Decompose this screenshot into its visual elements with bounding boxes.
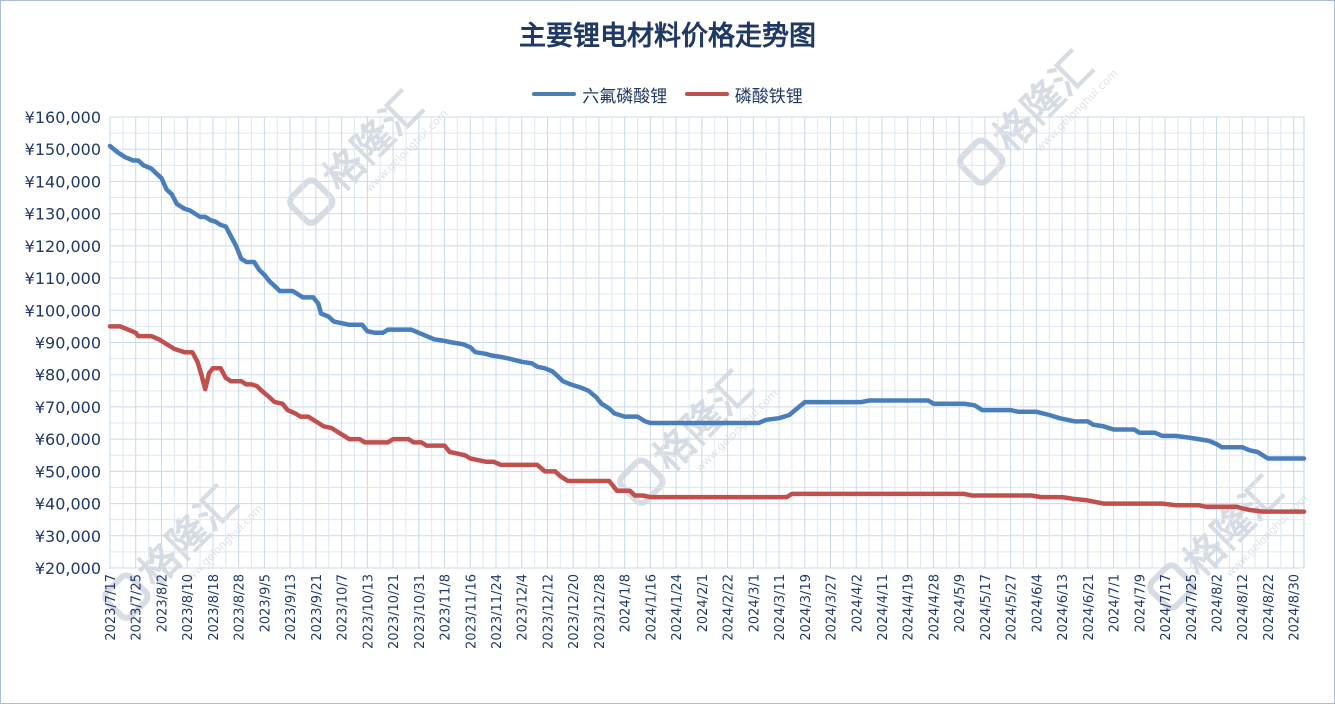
y-tick-label: ¥140,000	[25, 172, 101, 191]
x-tick-label: 2024/6/21	[1082, 574, 1097, 641]
legend-label-series-2: 磷酸铁锂	[734, 86, 803, 107]
series-lines	[107, 143, 1307, 514]
x-tick-label: 2024/5/17	[979, 574, 994, 641]
x-tick-label: 2023/8/10	[181, 574, 196, 641]
y-tick-label: ¥80,000	[35, 366, 101, 385]
y-tick-label: ¥20,000	[35, 559, 101, 578]
y-tick-label: ¥110,000	[25, 269, 101, 288]
x-tick-label: 2024/6/4	[1030, 574, 1045, 632]
x-tick-label: 2024/1/24	[670, 574, 685, 641]
grid-lines	[109, 116, 1305, 569]
x-tick-label: 2023/10/31	[413, 574, 428, 649]
x-tick-label: 2024/8/12	[1236, 574, 1251, 641]
x-tick-label: 2023/8/2	[155, 574, 170, 632]
x-tick-label: 2024/4/2	[850, 574, 865, 632]
y-tick-label: ¥120,000	[25, 237, 101, 256]
x-tick-label: 2023/12/28	[593, 574, 608, 649]
y-axis-ticks: ¥160,000 ¥150,000 ¥140,000 ¥130,000 ¥120,000…	[25, 108, 101, 578]
x-tick-label: 2023/10/7	[336, 574, 351, 641]
gelonghui-logo-icon	[617, 457, 666, 506]
x-tick-label: 2024/4/28	[927, 574, 942, 641]
x-tick-label: 2024/3/11	[773, 574, 788, 641]
x-tick-label: 2024/5/27	[1005, 574, 1020, 641]
x-tick-label: 2024/8/30	[1288, 574, 1303, 641]
legend-label-series-1: 六氟磷酸锂	[582, 86, 668, 107]
x-tick-label: 2023/9/13	[284, 574, 299, 641]
x-tick-label: 2023/8/28	[233, 574, 248, 641]
gelonghui-logo-icon	[287, 177, 336, 226]
x-tick-label: 2023/7/25	[130, 574, 145, 641]
series-line-2[interactable]	[107, 324, 1307, 514]
legend-item-series-2[interactable]: 磷酸铁锂	[684, 82, 803, 107]
chart-legend: 六氟磷酸锂 磷酸铁锂	[0, 81, 1335, 107]
x-tick-label: 2024/1/8	[619, 574, 634, 632]
x-tick-label: 2024/3/19	[799, 574, 814, 641]
x-tick-label: 2024/2/22	[722, 574, 737, 641]
y-tick-label: ¥150,000	[25, 140, 101, 159]
y-tick-label: ¥50,000	[35, 462, 101, 481]
x-tick-label: 2023/11/8	[439, 574, 454, 641]
y-tick-label: ¥100,000	[25, 301, 101, 320]
x-tick-label: 2023/12/20	[567, 574, 582, 649]
y-tick-label: ¥70,000	[35, 398, 101, 417]
gelonghui-logo-icon	[102, 572, 151, 621]
y-tick-label: ¥90,000	[35, 334, 101, 353]
x-tick-label: 2024/4/19	[902, 574, 917, 641]
x-tick-label: 2024/3/1	[747, 574, 762, 632]
chart-title: 主要锂电材料价格走势图	[519, 21, 816, 52]
x-tick-label: 2024/6/13	[1056, 574, 1071, 641]
x-tick-label: 2023/12/4	[516, 574, 531, 641]
legend-swatch-series-1	[532, 92, 577, 96]
x-tick-label: 2023/11/24	[490, 574, 505, 649]
x-tick-label: 2024/7/1	[1108, 574, 1123, 632]
y-tick-label: ¥60,000	[35, 430, 101, 449]
x-tick-label: 2024/7/25	[1185, 574, 1200, 641]
gelonghui-logo-icon	[1147, 562, 1196, 611]
x-tick-label: 2024/8/22	[1262, 574, 1277, 641]
series-line-1[interactable]	[107, 143, 1307, 461]
x-tick-label: 2023/7/17	[104, 574, 119, 641]
x-tick-label: 2024/7/17	[1159, 574, 1174, 641]
x-tick-label: 2023/8/18	[207, 574, 222, 641]
x-tick-label: 2023/11/16	[464, 574, 479, 649]
y-tick-label: ¥130,000	[25, 205, 101, 224]
x-tick-label: 2024/8/2	[1211, 574, 1226, 632]
x-tick-label: 2023/10/13	[361, 574, 376, 649]
y-tick-label: ¥30,000	[35, 527, 101, 546]
x-tick-label: 2024/2/1	[696, 574, 711, 632]
y-tick-label: ¥160,000	[25, 108, 101, 127]
x-axis-ticks: 2023/7/17 2023/7/25 2023/8/2 2023/8/10 2023/…	[104, 574, 1303, 649]
x-tick-label: 2023/12/12	[541, 574, 556, 649]
x-tick-label: 2023/10/21	[387, 574, 402, 649]
x-tick-label: 2024/7/9	[1133, 574, 1148, 632]
x-tick-label: 2024/1/16	[644, 574, 659, 641]
legend-item-series-1[interactable]: 六氟磷酸锂	[532, 82, 667, 107]
x-tick-label: 2024/5/9	[953, 574, 968, 632]
y-tick-label: ¥40,000	[35, 495, 101, 514]
legend-swatch-series-2	[684, 92, 729, 96]
x-tick-label: 2024/4/11	[876, 574, 891, 641]
x-tick-label: 2024/3/27	[825, 574, 840, 641]
x-tick-label: 2023/9/5	[258, 574, 273, 632]
x-tick-label: 2023/9/21	[310, 574, 325, 641]
